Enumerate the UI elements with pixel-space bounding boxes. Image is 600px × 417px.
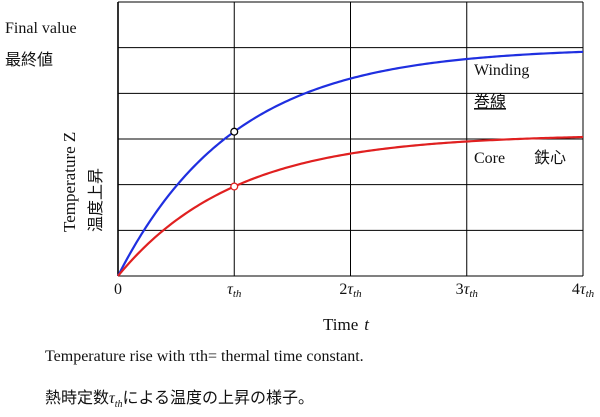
final-value-label-jp: 最終値 (5, 50, 53, 69)
x-tick-label: τth (227, 281, 242, 300)
markers (230, 127, 239, 191)
core-time-constant-marker (230, 182, 239, 191)
caption-jp-post: による温度の上昇の様子。 (122, 388, 315, 407)
x-tick-labels: 0 τth 2τth 3τth 4τth (114, 281, 595, 300)
core-legend-label-jp: 鉄心 (534, 148, 566, 167)
grid (117, 1, 584, 277)
final-value-label: Final value (5, 20, 77, 37)
caption-jp-tau-subscript: th (114, 399, 123, 411)
winding-curve (117, 50, 584, 277)
winding-time-constant-marker (230, 127, 239, 136)
x-axis-variable: t (364, 315, 370, 334)
y-axis-label: Temperature Z (60, 132, 79, 232)
winding-legend-label-jp: 巻線 (474, 92, 506, 111)
x-tick-label: 3τth (456, 281, 479, 300)
caption-japanese: 熱時定数τthによる温度の上昇の様子。 (45, 384, 314, 410)
x-tick-label: 4τth (572, 281, 595, 300)
core-curve (117, 135, 584, 277)
core-legend-label: Core (474, 150, 505, 167)
x-axis-title: Time t (323, 315, 370, 334)
caption-english: Temperature rise with τth= thermal time … (45, 348, 364, 365)
x-tick-label: 0 (114, 281, 122, 298)
x-axis-label: Time (323, 315, 358, 334)
curves (117, 50, 584, 277)
x-tick-label: 2τth (339, 281, 362, 300)
caption-jp-pre: 熱時定数 (45, 388, 110, 407)
caption-jp-tau: τth (109, 390, 123, 411)
y-axis-label-jp: 温度上昇 (86, 168, 105, 232)
winding-legend-label: Winding (474, 62, 529, 79)
caption-jp-tau-symbol: τ (109, 390, 115, 407)
